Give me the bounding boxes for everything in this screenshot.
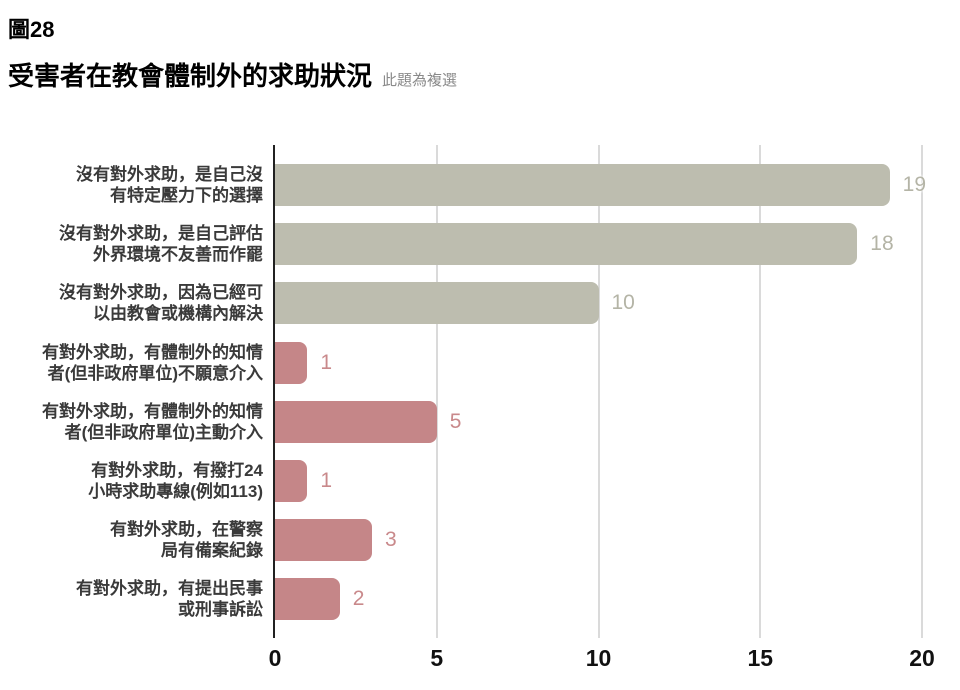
chart-title: 受害者在教會體制外的求助狀況 [8,61,373,91]
category-label-8: 有對外求助，有提出民事 或刑事訴訟 [0,577,263,621]
bar-row-8 [275,578,340,621]
category-label-line: 沒有對外求助，是自己評估 [59,224,263,244]
gridline-x-15 [759,145,762,638]
bar-row-3 [275,282,599,325]
category-label-line: 沒有對外求助，是自己沒 [76,165,263,184]
category-label-line: 局有備案紀錄 [161,541,263,561]
x-axis-tick-label-0: 0 [268,645,282,671]
category-label-line: 有對外求助，在警察 [110,520,263,540]
chart-subtitle-note: 此題為複選 [382,72,458,89]
category-label-line: 沒有對外求助，因為已經可 [59,283,263,303]
x-axis-tick-label-5: 5 [430,645,444,671]
category-label-line: 外界環境不友善而作罷 [93,245,263,265]
bar-row-1 [275,164,890,206]
gridline-x-5 [435,145,438,638]
category-label-5: 有對外求助，有體制外的知情 者(但非政府單位)主動介入 [0,400,263,444]
category-label-line: 以由教會或機構內解決 [93,304,263,324]
category-label-6: 有對外求助，有撥打24 小時求助專線(例如113) [0,459,263,503]
category-label-line: 有特定壓力下的選擇 [110,186,263,205]
category-label-line: 小時求助專線(例如113) [88,482,263,501]
plot-area: 19 18 10 1 5 1 3 2 [273,145,926,638]
category-label-2: 沒有對外求助，是自己評估 外界環境不友善而作罷 [0,222,263,266]
bar-value-label-2: 18 [870,232,894,256]
category-label-line: 者(但非政府單位)主動介入 [64,422,263,442]
bar-row-4 [275,341,308,384]
bar-value-label-5: 5 [449,409,462,433]
category-label-1: 沒有對外求助，是自己沒有特定壓力下的選擇 [0,163,263,207]
bar-value-label-6: 1 [320,469,333,492]
bar-value-label-1: 19 [902,173,926,196]
bar-value-label-4: 1 [320,350,333,374]
bar-value-label-8: 2 [352,587,365,611]
bar-value-label-3: 10 [611,291,635,315]
chart-title-row: 受害者在教會體制外的求助狀況 此題為複選 [8,56,457,93]
bar-row-7 [275,519,373,562]
figure-number-label: 圖28 [8,17,55,42]
category-label-line: 有對外求助，有體制外的知情 [42,342,263,362]
x-axis-tick-label-20: 20 [909,645,935,671]
bar-row-5 [275,400,437,443]
category-label-7: 有對外求助，在警察 局有備案紀錄 [0,518,263,562]
bar-value-label-7: 3 [385,528,397,552]
category-label-line: 有對外求助，有提出民事 [76,579,263,599]
x-axis-tick-label-15: 15 [747,645,774,671]
y-axis-line [273,145,275,638]
category-label-4: 有對外求助，有體制外的知情 者(但非政府單位)不願意介入 [0,341,263,385]
category-label-line: 有對外求助，有體制外的知情 [42,401,263,421]
gridline-x-10 [597,145,600,638]
bar-row-6 [275,460,308,502]
gridline-x-20 [921,145,923,638]
category-label-line: 或刑事訴訟 [178,600,263,620]
bar-row-2 [275,223,858,266]
category-label-line: 有對外求助，有撥打24 [91,461,263,480]
x-axis-tick-label-10: 10 [585,645,612,671]
category-label-3: 沒有對外求助，因為已經可 以由教會或機構內解決 [0,281,263,325]
category-label-line: 者(但非政府單位)不願意介入 [47,363,263,383]
